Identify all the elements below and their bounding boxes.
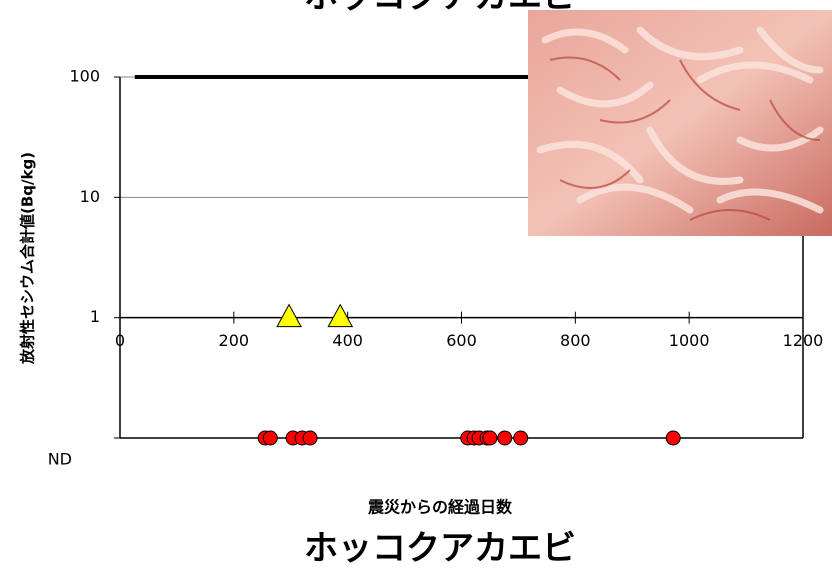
- x-tick-label: 0: [115, 331, 125, 350]
- circle-point: [497, 430, 513, 446]
- x-axis-label: 震災からの経過日数: [367, 498, 513, 517]
- x-tick-label: 200: [219, 331, 250, 350]
- header-title: ホッコクアカエビ: [304, 0, 576, 17]
- y-tick-label: 100: [69, 67, 100, 86]
- circle-point: [513, 430, 529, 446]
- circle-point: [482, 430, 498, 446]
- y-tick-label: 10: [80, 187, 100, 206]
- chart-title: ホッコクアカエビ: [304, 529, 576, 569]
- y-tick-label: 1: [90, 307, 100, 326]
- x-tick-label: 1000: [669, 331, 710, 350]
- y-tick-label: ND: [48, 450, 72, 469]
- triangle-point: [276, 303, 302, 328]
- x-tick-label: 400: [332, 331, 363, 350]
- x-tick-label: 1200: [783, 331, 824, 350]
- circle-point: [302, 430, 318, 446]
- y-axis-label: 放射性セシウム合計値(Bq/kg): [19, 152, 37, 365]
- circle-point: [665, 430, 681, 446]
- circle-point: [262, 430, 278, 446]
- x-tick-label: 600: [446, 331, 477, 350]
- photo: [528, 10, 832, 236]
- x-tick-label: 800: [560, 331, 591, 350]
- triangle-point: [327, 303, 354, 328]
